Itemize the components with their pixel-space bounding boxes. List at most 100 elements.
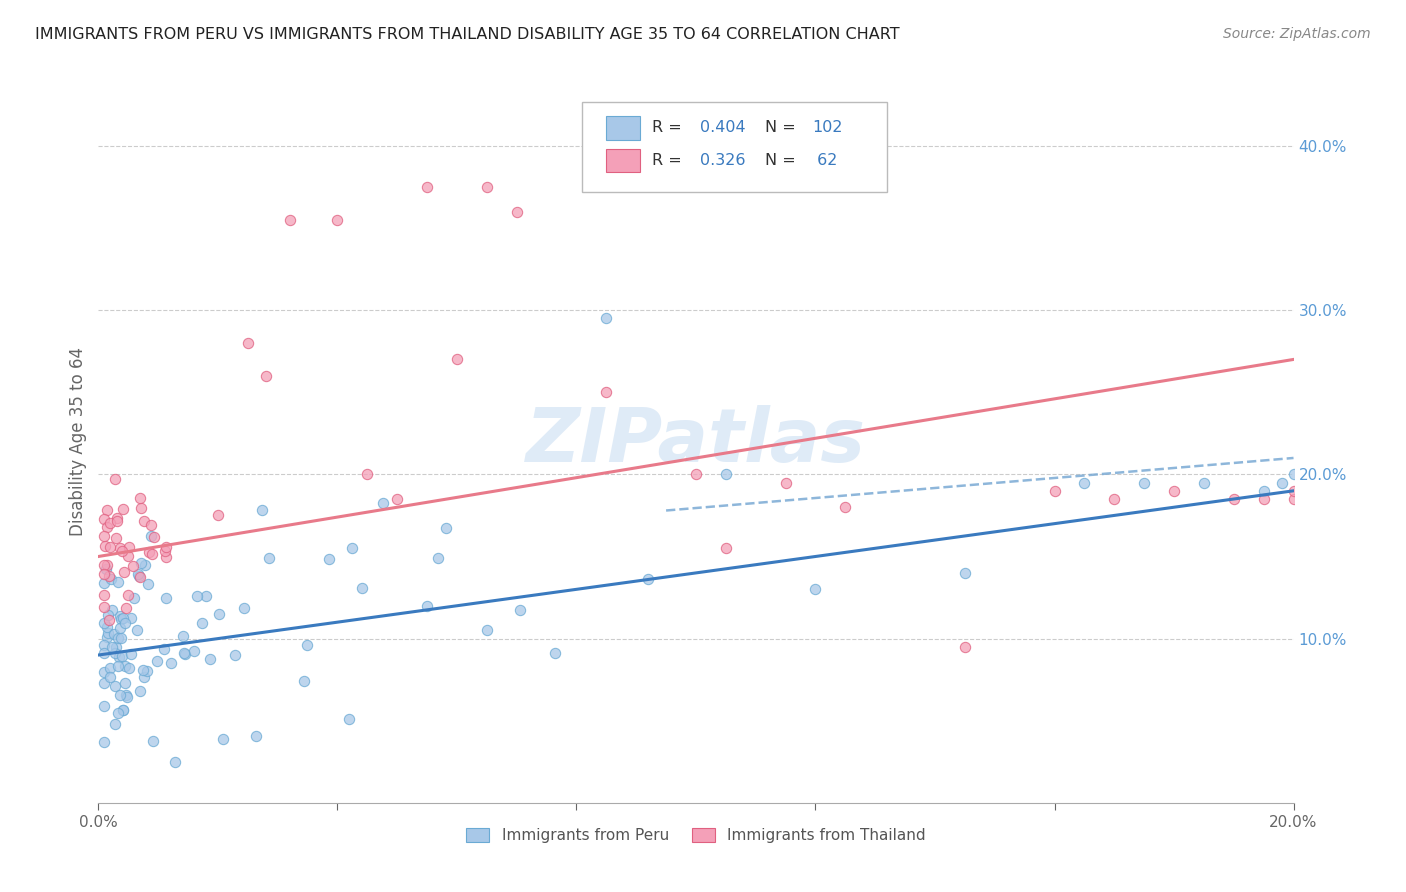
Point xyxy=(1104,491,1126,506)
Point xyxy=(207,607,229,622)
Point xyxy=(224,648,246,662)
Point xyxy=(104,472,127,486)
Point xyxy=(183,644,205,658)
Point xyxy=(114,616,136,631)
Point xyxy=(108,541,131,555)
Point xyxy=(129,556,152,570)
Point xyxy=(111,611,134,625)
Point xyxy=(446,352,468,367)
Point xyxy=(1163,483,1185,498)
Text: 62: 62 xyxy=(811,153,837,168)
Point xyxy=(543,646,565,660)
Point xyxy=(108,608,131,623)
Point xyxy=(714,467,737,482)
Point xyxy=(371,496,394,510)
Point xyxy=(1253,483,1275,498)
Point xyxy=(292,673,315,688)
Point xyxy=(93,676,115,690)
Text: IMMIGRANTS FROM PERU VS IMMIGRANTS FROM THAILAND DISABILITY AGE 35 TO 64 CORRELA: IMMIGRANTS FROM PERU VS IMMIGRANTS FROM … xyxy=(35,27,900,42)
Point xyxy=(93,646,115,660)
Point xyxy=(953,640,976,654)
Point xyxy=(509,603,531,617)
Point xyxy=(245,729,267,743)
Point xyxy=(212,731,235,746)
Point xyxy=(434,521,457,535)
Point xyxy=(93,600,115,615)
Point xyxy=(115,690,138,704)
Point xyxy=(118,540,141,554)
Point xyxy=(127,567,149,582)
Point xyxy=(107,706,129,720)
Point xyxy=(93,615,115,630)
Point xyxy=(97,608,120,623)
Point xyxy=(278,212,301,227)
Point xyxy=(506,204,529,219)
Point xyxy=(1253,491,1275,506)
Text: R =: R = xyxy=(652,120,686,135)
Text: N =: N = xyxy=(765,120,801,135)
Point xyxy=(337,712,360,726)
Point xyxy=(93,539,115,553)
Point xyxy=(1192,475,1215,490)
Point xyxy=(136,577,159,591)
Point xyxy=(93,698,115,713)
Point xyxy=(115,688,138,702)
Point xyxy=(110,631,132,645)
Point xyxy=(172,629,194,643)
Point xyxy=(93,566,115,581)
Point xyxy=(134,558,156,572)
Point xyxy=(173,646,195,660)
Point xyxy=(110,621,132,635)
Point xyxy=(101,603,124,617)
Point xyxy=(112,566,135,580)
Point xyxy=(93,665,115,680)
Point xyxy=(93,735,115,749)
Point xyxy=(97,626,120,640)
Text: Source: ZipAtlas.com: Source: ZipAtlas.com xyxy=(1223,27,1371,41)
Point xyxy=(118,661,141,675)
Point xyxy=(595,311,617,326)
Point xyxy=(93,588,115,602)
Point xyxy=(236,336,259,351)
Point xyxy=(104,716,127,731)
Point xyxy=(775,475,797,490)
Point xyxy=(134,514,156,528)
Point xyxy=(100,572,122,586)
Point xyxy=(135,664,157,678)
Point xyxy=(350,581,373,595)
Point xyxy=(129,500,152,515)
Point xyxy=(111,502,134,516)
Point xyxy=(475,624,498,638)
Point xyxy=(105,531,128,545)
Point xyxy=(98,516,121,531)
Point xyxy=(132,670,155,684)
Point xyxy=(114,676,136,690)
Point xyxy=(152,641,174,656)
Point xyxy=(1271,475,1294,490)
Point xyxy=(385,491,409,506)
Point xyxy=(129,491,152,506)
Point xyxy=(1073,475,1095,490)
Point xyxy=(96,520,118,534)
Point xyxy=(191,615,214,630)
Point xyxy=(129,570,152,584)
Point xyxy=(804,582,827,597)
Point xyxy=(107,659,129,673)
Text: R =: R = xyxy=(652,153,686,168)
Point xyxy=(125,624,148,638)
Point xyxy=(103,627,125,641)
Text: ZIPatlas: ZIPatlas xyxy=(526,405,866,478)
Point xyxy=(194,589,217,603)
Point xyxy=(427,551,450,566)
Text: 102: 102 xyxy=(811,120,842,135)
Point xyxy=(155,549,177,564)
Point xyxy=(233,601,256,615)
Point xyxy=(122,558,145,573)
Point xyxy=(98,541,121,555)
FancyBboxPatch shape xyxy=(582,102,887,193)
Point xyxy=(97,569,120,583)
Text: 0.326: 0.326 xyxy=(700,153,745,168)
Point xyxy=(104,640,127,655)
Point xyxy=(250,503,273,517)
Point xyxy=(318,552,340,566)
